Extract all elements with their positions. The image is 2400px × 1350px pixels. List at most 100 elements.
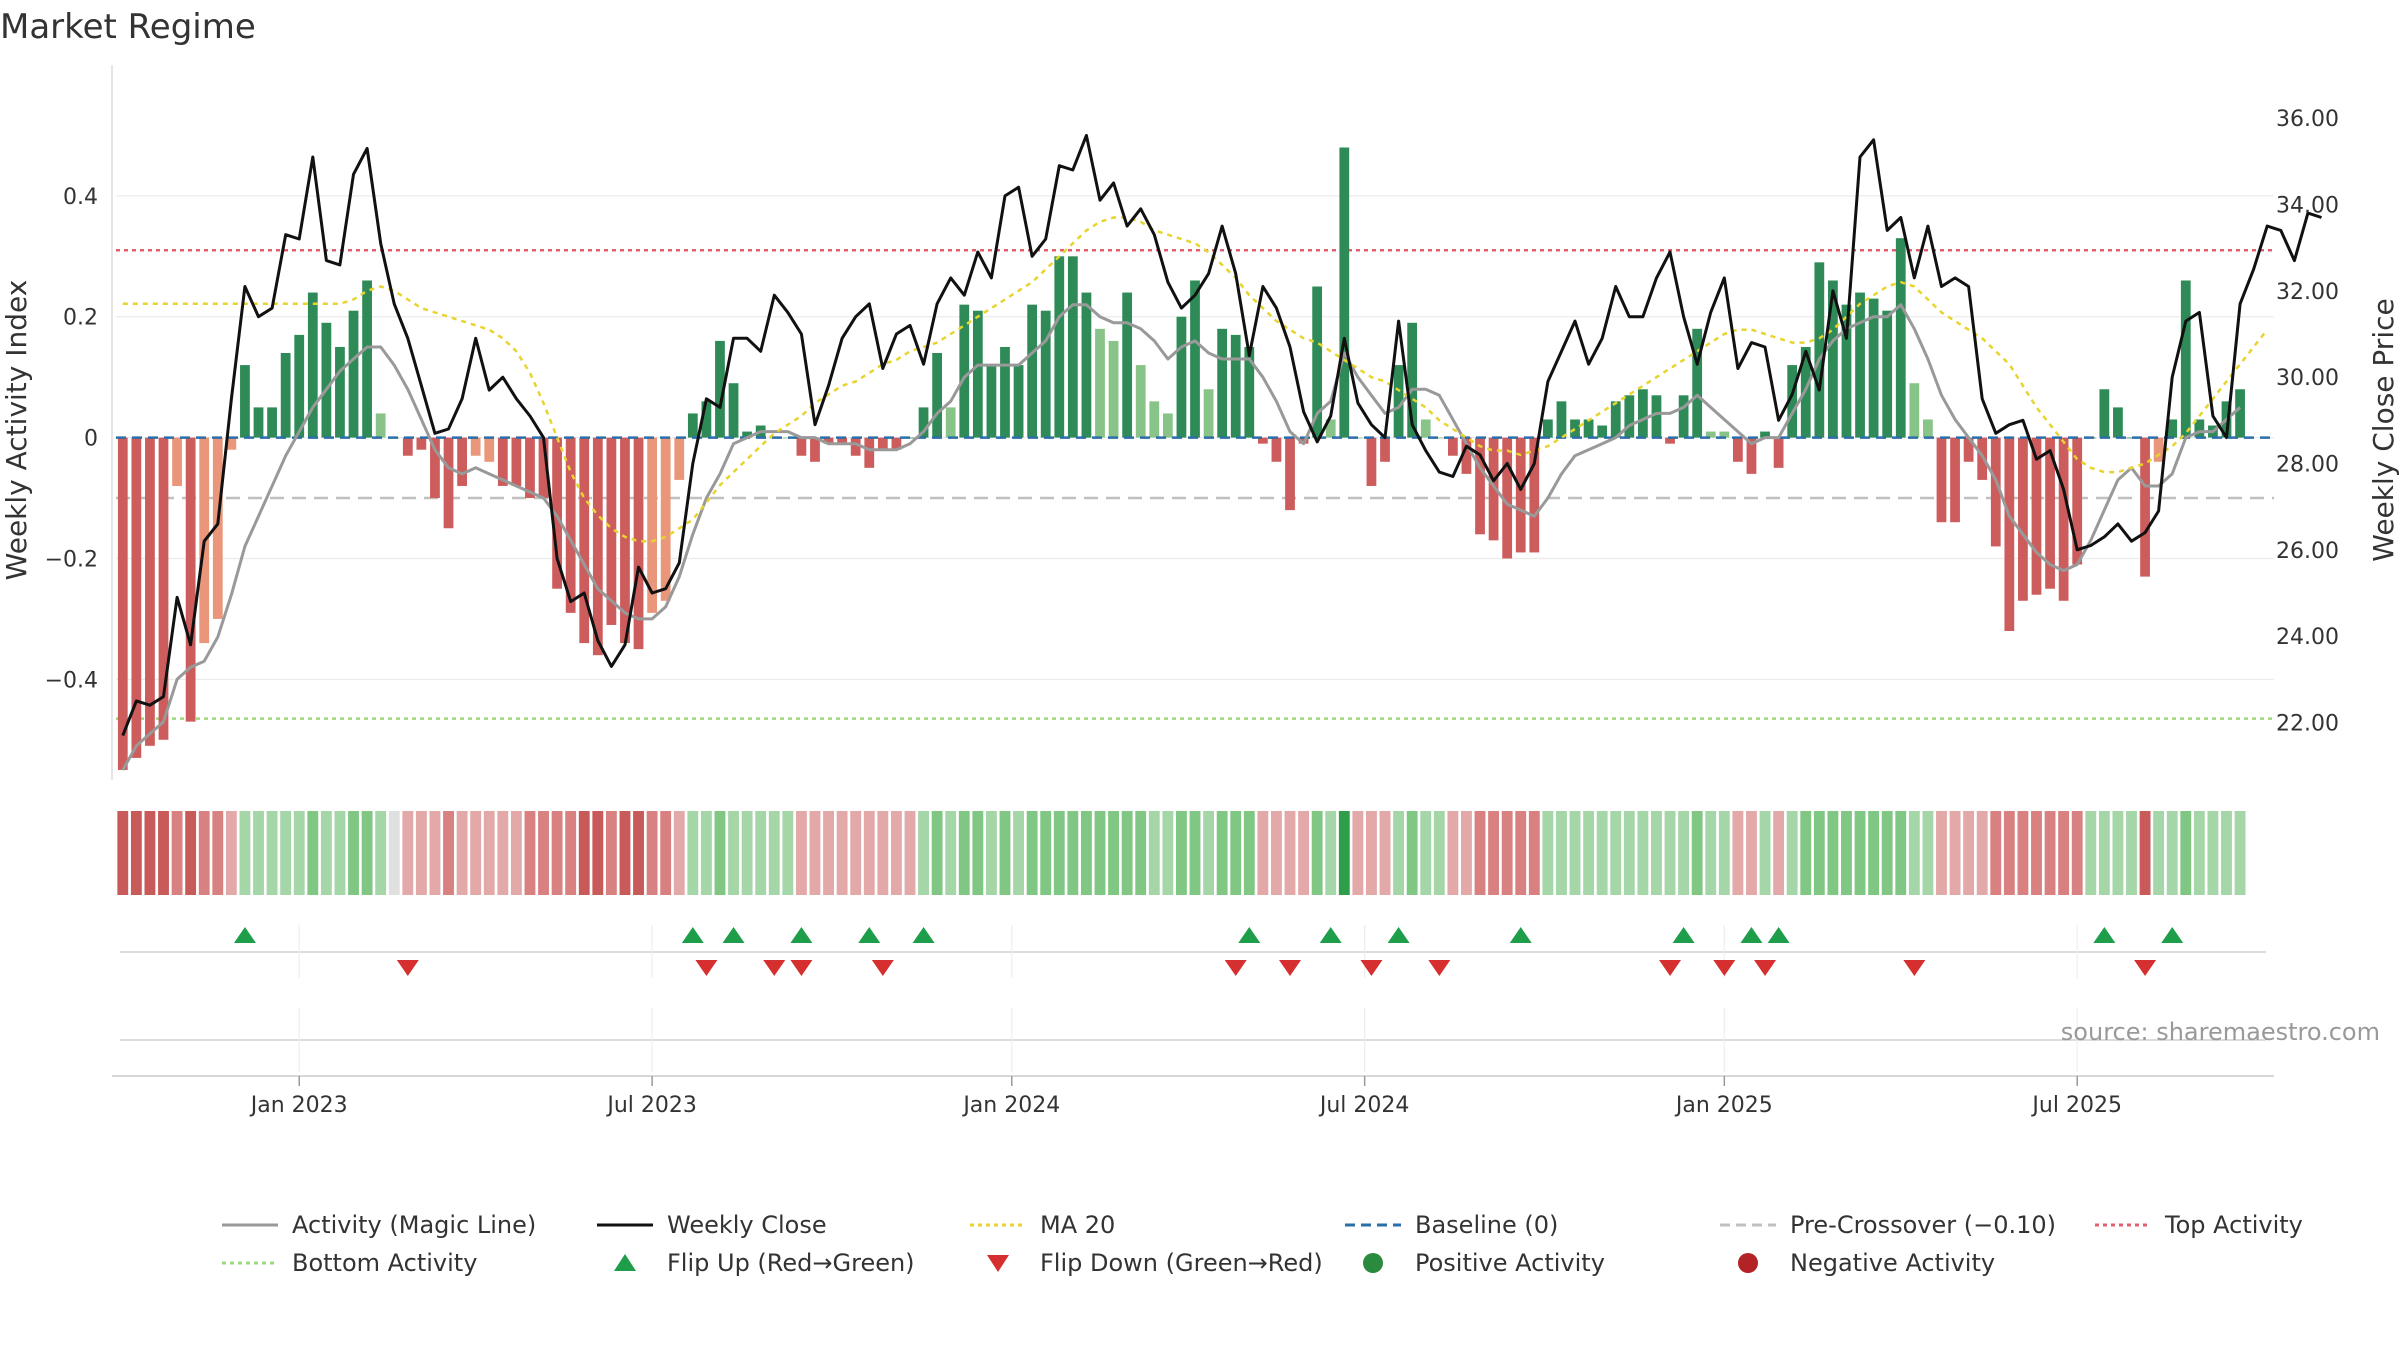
regime-strip-cell <box>470 811 482 895</box>
flip-up-marker <box>722 927 745 943</box>
regime-strip-cell <box>985 811 997 895</box>
regime-strip-cell <box>293 811 305 895</box>
flip-up-marker <box>858 927 881 943</box>
activity-bar <box>1285 437 1295 511</box>
activity-bar <box>1841 304 1852 438</box>
flip-up-marker <box>681 927 704 943</box>
activity-bar <box>430 437 440 499</box>
flip-up-marker <box>1767 927 1790 943</box>
regime-strip-cell <box>1908 811 1920 895</box>
activity-bar <box>1176 316 1187 438</box>
y-tick-right: 36.00 <box>2276 107 2339 132</box>
activity-bar <box>484 437 495 462</box>
regime-strip-cell <box>2085 811 2097 895</box>
regime-strip-cell <box>1963 811 1975 895</box>
regime-strip-cell <box>1488 811 1500 895</box>
regime-strip-cell <box>1148 811 1160 895</box>
activity-bar <box>2194 419 2205 438</box>
regime-strip-cell <box>1013 811 1024 895</box>
regime-strip-cell <box>1338 811 1350 895</box>
activity-bar <box>2140 437 2150 577</box>
legend-label: Pre-Crossover (−0.10) <box>1790 1211 2056 1239</box>
activity-bar <box>307 292 318 438</box>
regime-strip-cell <box>415 811 427 895</box>
activity-bar <box>470 437 481 456</box>
regime-strip-cell <box>1094 811 1106 895</box>
regime-strip-cell <box>565 811 577 895</box>
activity-bar <box>864 437 875 468</box>
regime-strip-cell <box>1379 811 1391 895</box>
activity-bar <box>253 407 264 438</box>
regime-strip-cell <box>2207 811 2219 895</box>
activity-bar <box>1678 395 1689 438</box>
regime-strip-cell <box>687 811 699 895</box>
source-label: source: sharemaestro.com <box>2061 1018 2380 1046</box>
legend-label: Activity (Magic Line) <box>292 1211 536 1239</box>
regime-strip-cell <box>1366 811 1377 895</box>
y-tick-right: 22.00 <box>2276 712 2339 737</box>
activity-bar <box>972 310 983 438</box>
regime-strip-cell <box>1162 811 1174 895</box>
legend-swatch <box>1363 1253 1383 1273</box>
y-tick-right: 26.00 <box>2276 539 2339 564</box>
y-tick-left: −0.2 <box>45 547 98 572</box>
regime-strip-cell <box>1583 811 1595 895</box>
activity-bar <box>1434 437 1445 439</box>
activity-bar <box>1230 334 1241 438</box>
regime-strip-cell <box>1705 811 1717 895</box>
activity-bar <box>850 437 861 456</box>
regime-strip-cell <box>361 811 373 895</box>
regime-strip-cell <box>1718 811 1730 895</box>
regime-strip-cell <box>1189 811 1201 895</box>
regime-strip-cell <box>1746 811 1757 895</box>
activity-bar <box>1909 383 1920 438</box>
legend-label: Baseline (0) <box>1415 1211 1558 1239</box>
regime-strip-cell <box>1881 811 1893 895</box>
regime-strip-cell <box>728 811 739 895</box>
activity-bar <box>2099 389 2110 438</box>
activity-bar <box>1895 238 1906 438</box>
activity-bar <box>117 437 128 770</box>
regime-strip-cell <box>1623 811 1635 895</box>
regime-strip-cell <box>1569 811 1581 895</box>
regime-strip-cell <box>402 811 414 895</box>
regime-strip-cell <box>877 811 889 895</box>
regime-strip-cell <box>1800 811 1812 895</box>
regime-strip-cell <box>1311 811 1323 895</box>
regime-strip-cell <box>456 811 468 895</box>
regime-strip-cell <box>714 811 726 895</box>
activity-bar <box>1950 437 1960 523</box>
regime-strip-cell <box>1732 811 1744 895</box>
activity-bar <box>2180 280 2191 438</box>
legend-label: Bottom Activity <box>292 1249 477 1277</box>
regime-strip-cell <box>999 811 1011 895</box>
regime-strip-cell <box>375 811 387 895</box>
regime-strip-cell <box>1433 811 1445 895</box>
activity-bar <box>1203 389 1214 438</box>
activity-bar <box>2004 437 2015 631</box>
x-tick-label: Jan 2025 <box>1674 1093 1773 1118</box>
regime-strip-cell <box>1664 811 1676 895</box>
regime-strip-cell <box>1447 811 1459 895</box>
activity-bar <box>443 437 454 529</box>
regime-strip-cell <box>1651 811 1662 895</box>
flip-up-marker <box>912 927 935 943</box>
regime-strip-cell <box>782 811 794 895</box>
regime-strip-cell <box>1298 811 1310 895</box>
regime-strip-cell <box>551 811 563 895</box>
regime-strip-cell <box>1813 811 1825 895</box>
activity-bar <box>810 437 820 462</box>
regime-strip-cell <box>239 811 251 895</box>
activity-bar <box>565 437 576 613</box>
y-tick-right: 34.00 <box>2276 194 2339 219</box>
regime-strip-cell <box>1637 811 1649 895</box>
regime-strip-cell <box>307 811 319 895</box>
flip-down-marker <box>1279 960 1302 976</box>
activity-bar <box>1461 437 1472 474</box>
activity-bar <box>1515 437 1526 553</box>
y-tick-right: 32.00 <box>2276 280 2339 305</box>
regime-strip-cell <box>1080 811 1092 895</box>
regime-strip-cell <box>130 811 142 895</box>
activity-bar <box>1597 425 1608 438</box>
